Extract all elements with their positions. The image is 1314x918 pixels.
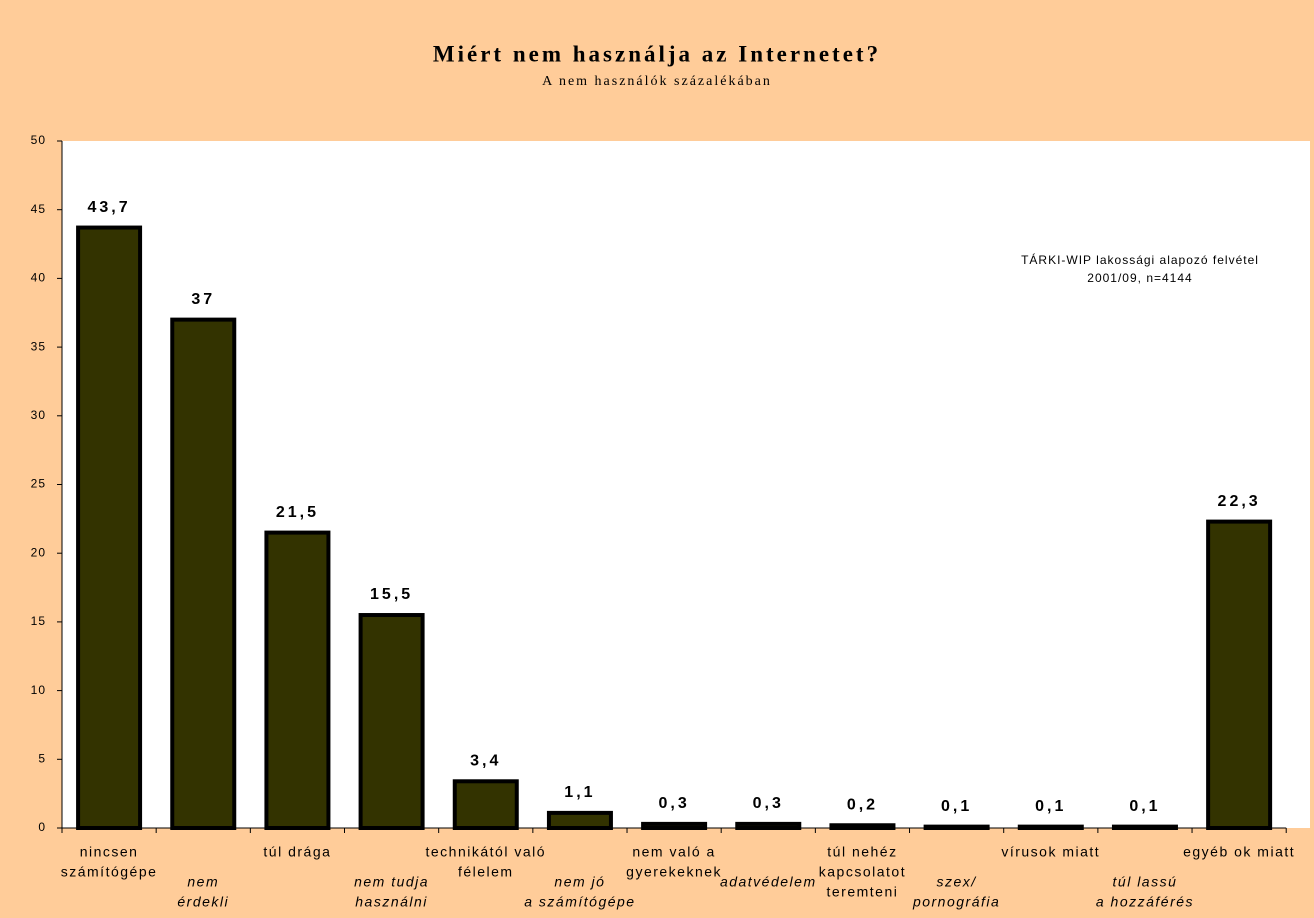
annotation: 2001/09, n=4144 <box>1087 271 1192 285</box>
bar <box>829 823 896 831</box>
bar <box>1206 519 1273 831</box>
y-tick-label: 10 <box>31 683 46 697</box>
value-label: 0,3 <box>753 795 784 812</box>
y-tick-label: 35 <box>31 339 46 353</box>
x-tick-label: szex/ <box>937 874 978 890</box>
value-label: 0,3 <box>658 795 689 812</box>
x-tick-label: számítógépe <box>61 864 158 880</box>
bar <box>358 613 425 831</box>
bar <box>170 317 237 830</box>
x-tick-label: adatvédelem <box>720 874 817 890</box>
value-label: 15,5 <box>370 586 413 603</box>
x-tick-label: túl lassú <box>1113 874 1178 890</box>
x-tick-label: a számítógépe <box>524 894 635 910</box>
x-tick-label: gyerekeknek <box>626 864 722 880</box>
bar <box>1111 824 1178 830</box>
value-label: 1,1 <box>564 784 595 801</box>
y-tick-label: 50 <box>31 133 46 147</box>
y-tick-label: 40 <box>31 271 46 285</box>
annotation: TÁRKI-WIP lakossági alapozó felvétel <box>1021 252 1259 267</box>
plot-area <box>62 141 1310 828</box>
value-label: 43,7 <box>88 199 131 216</box>
x-tick-label: nincsen <box>80 844 139 860</box>
y-tick-label: 25 <box>31 477 46 491</box>
x-tick-label: kapcsolatot <box>819 864 906 880</box>
value-label: 22,3 <box>1218 493 1261 510</box>
chart-title: Miért nem használja az Internetet? <box>433 41 881 66</box>
y-tick-label: 5 <box>38 751 46 765</box>
x-tick-label: félelem <box>458 864 514 880</box>
bar <box>76 225 143 830</box>
chart-subtitle: A nem használók százalékában <box>542 74 772 89</box>
x-tick-label: érdekli <box>177 894 229 910</box>
x-tick-label: a hozzáférés <box>1096 894 1194 910</box>
value-label: 0,1 <box>941 798 972 815</box>
x-tick-label: pornográfia <box>912 894 1000 910</box>
value-label: 21,5 <box>276 504 319 521</box>
x-tick-label: túl drága <box>263 844 331 860</box>
bar <box>452 779 519 830</box>
y-tick-label: 20 <box>31 545 46 559</box>
x-tick-label: vírusok miatt <box>1001 844 1100 860</box>
bar <box>1017 824 1084 830</box>
y-tick-label: 45 <box>31 202 46 216</box>
x-tick-label: nem <box>187 874 219 890</box>
bar <box>264 530 331 831</box>
value-label: 3,4 <box>470 753 501 770</box>
x-tick-label: túl nehéz <box>827 844 897 860</box>
value-label: 0,1 <box>1129 798 1160 815</box>
value-label: 0,1 <box>1035 798 1066 815</box>
y-tick-label: 30 <box>31 408 46 422</box>
value-label: 0,2 <box>847 796 878 813</box>
bar <box>546 810 613 830</box>
x-tick-label: teremteni <box>827 884 899 900</box>
bar <box>641 821 708 830</box>
x-tick-label: technikától való <box>426 844 547 860</box>
x-tick-label: nem való a <box>632 844 715 860</box>
x-tick-label: nem jó <box>554 874 605 890</box>
bar <box>735 821 802 830</box>
x-tick-label: használni <box>355 894 428 910</box>
bar <box>923 824 990 830</box>
value-label: 37 <box>191 291 215 308</box>
x-tick-label: nem tudja <box>354 874 429 890</box>
y-tick-label: 0 <box>38 820 46 834</box>
x-tick-label: egyéb ok miatt <box>1183 844 1295 860</box>
y-tick-label: 15 <box>31 614 46 628</box>
